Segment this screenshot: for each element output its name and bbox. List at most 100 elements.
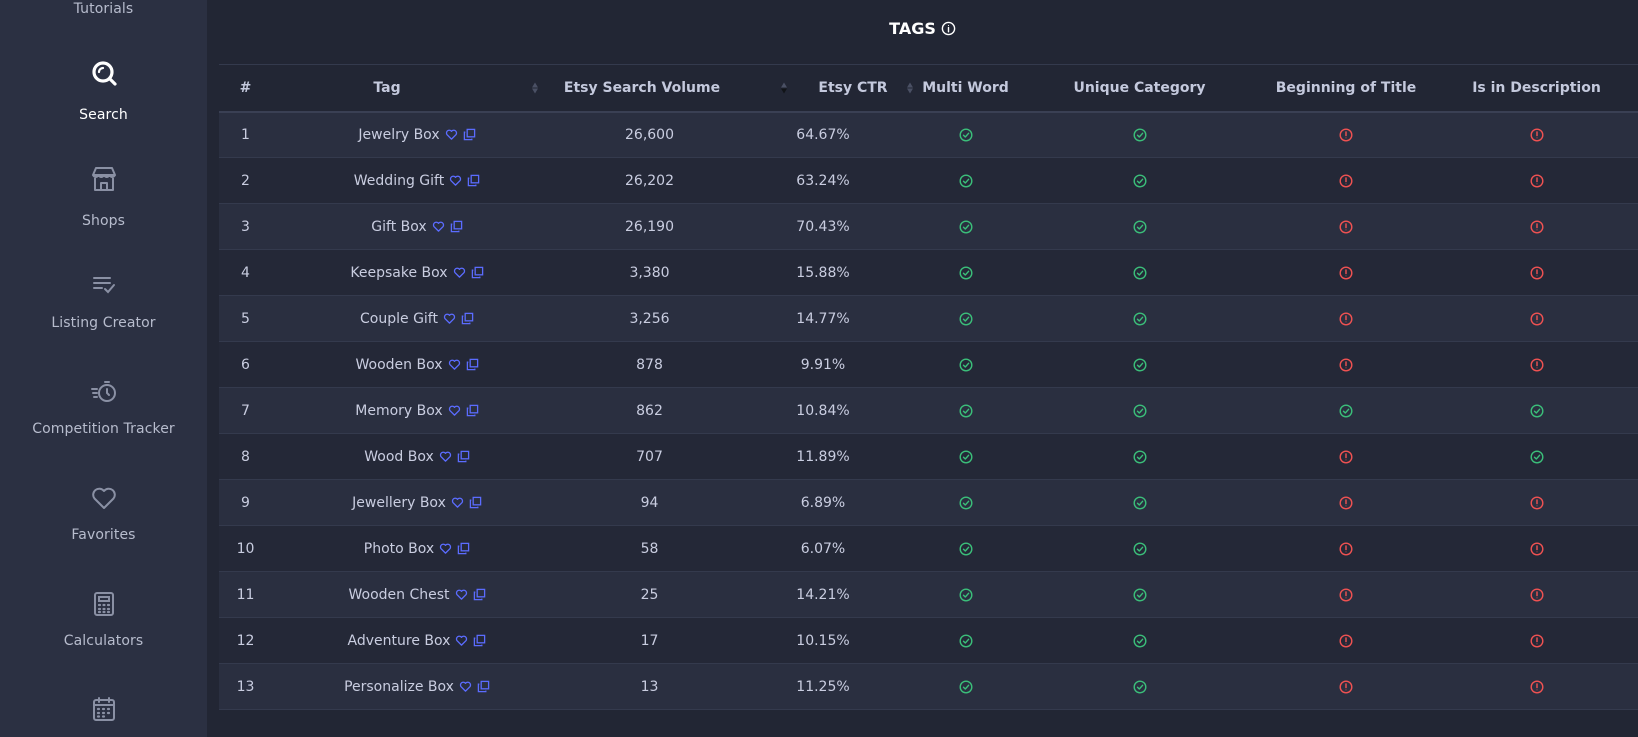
copy-icon[interactable]	[450, 220, 463, 233]
beginning-of-title-cell	[1257, 296, 1435, 342]
multi-word-cell	[909, 112, 1022, 158]
copy-icon[interactable]	[463, 128, 476, 141]
copy-icon[interactable]	[457, 542, 470, 555]
beginning-of-title-cell	[1257, 526, 1435, 572]
beginning-of-title-cell	[1257, 388, 1435, 434]
copy-icon[interactable]	[473, 588, 486, 601]
unique-category-cell	[1022, 480, 1257, 526]
sidebar-item-tutorials[interactable]: Tutorials	[73, 1, 134, 17]
favorite-heart-icon[interactable]	[451, 496, 464, 509]
sidebar-item-calendar[interactable]	[0, 694, 207, 724]
favorite-heart-icon[interactable]	[453, 266, 466, 279]
tag-name[interactable]: Jewelry Box	[358, 126, 440, 143]
copy-icon[interactable]	[473, 634, 486, 647]
tag-name[interactable]: Couple Gift	[360, 310, 438, 327]
multi-word-cell	[909, 480, 1022, 526]
row-index: 7	[241, 402, 250, 419]
tag-cell: Keepsake Box	[272, 250, 562, 296]
favorite-heart-icon[interactable]	[448, 404, 461, 417]
sidebar-item-favorites[interactable]	[0, 483, 207, 513]
copy-icon[interactable]	[467, 174, 480, 187]
in-description-cell	[1435, 112, 1638, 158]
sort-tag-icon[interactable]	[532, 82, 538, 94]
favorite-heart-icon[interactable]	[448, 358, 461, 371]
header-multi-word: Multi Word	[922, 79, 1009, 96]
favorite-heart-icon[interactable]	[439, 542, 452, 555]
sort-search-volume-icon[interactable]	[781, 82, 787, 94]
row-index: 11	[236, 586, 255, 603]
header-unique-category: Unique Category	[1073, 79, 1206, 96]
copy-icon[interactable]	[457, 450, 470, 463]
copy-icon[interactable]	[466, 404, 479, 417]
sidebar-item-shops[interactable]	[0, 164, 207, 194]
tag-name[interactable]: Wood Box	[364, 448, 434, 465]
check-circle-icon	[958, 265, 973, 281]
search-volume-cell: 3,380	[629, 264, 670, 281]
sort-ctr-icon[interactable]	[907, 82, 913, 94]
table-row: 2 Wedding Gift 26,202 63.24%	[219, 157, 1638, 204]
check-circle-icon	[958, 173, 973, 189]
table-row: 5 Couple Gift 3,256 14.77%	[219, 295, 1638, 342]
copy-icon[interactable]	[469, 496, 482, 509]
copy-icon[interactable]	[471, 266, 484, 279]
favorite-heart-icon[interactable]	[449, 174, 462, 187]
info-icon[interactable]	[941, 21, 956, 36]
tag-name[interactable]: Wooden Box	[355, 356, 443, 373]
tag-cell: Jewellery Box	[272, 480, 562, 526]
sidebar-item-calculators[interactable]	[0, 589, 207, 619]
beginning-of-title-cell	[1257, 158, 1435, 204]
alert-circle-icon	[1529, 265, 1544, 281]
ctr-cell: 11.25%	[796, 678, 850, 695]
sidebar-item-listing-creator[interactable]	[0, 271, 207, 301]
favorite-heart-icon[interactable]	[459, 680, 472, 693]
favorite-heart-icon[interactable]	[439, 450, 452, 463]
header-ctr[interactable]: Etsy CTR	[737, 65, 913, 112]
row-index: 5	[241, 310, 250, 327]
check-circle-icon	[1132, 633, 1147, 649]
copy-icon[interactable]	[477, 680, 490, 693]
favorite-heart-icon[interactable]	[432, 220, 445, 233]
tag-name[interactable]: Keepsake Box	[350, 264, 448, 281]
sidebar-item-label: Shops	[81, 213, 125, 229]
check-circle-icon	[1529, 449, 1544, 465]
favorite-heart-icon[interactable]	[445, 128, 458, 141]
favorite-heart-icon[interactable]	[455, 634, 468, 647]
ctr-cell: 10.15%	[796, 632, 850, 649]
row-index: 8	[241, 448, 250, 465]
tag-name[interactable]: Photo Box	[363, 540, 435, 557]
tag-name[interactable]: Adventure Box	[347, 632, 451, 649]
alert-circle-icon	[1529, 173, 1544, 189]
in-description-cell	[1435, 204, 1638, 250]
search-volume-cell: 13	[640, 678, 659, 695]
search-volume-cell: 17	[640, 632, 659, 649]
alert-circle-icon	[1339, 495, 1353, 511]
sidebar-item-label: Calculators	[63, 633, 144, 649]
header-tag[interactable]: Tag	[272, 65, 562, 112]
tag-name[interactable]: Wedding Gift	[353, 172, 445, 189]
alert-circle-icon	[1529, 357, 1544, 373]
tag-name[interactable]: Gift Box	[371, 218, 427, 235]
favorite-heart-icon[interactable]	[455, 588, 468, 601]
check-circle-icon	[958, 633, 973, 649]
header-search-volume[interactable]: Etsy Search Volume	[562, 65, 787, 112]
tag-name[interactable]: Personalize Box	[344, 678, 454, 695]
tag-name[interactable]: Memory Box	[355, 402, 443, 419]
alert-circle-icon	[1339, 587, 1353, 603]
table-row: 12 Adventure Box 17 10.15%	[219, 617, 1638, 664]
table-row: 7 Memory Box 862 10.84%	[219, 387, 1638, 434]
row-index: 12	[236, 632, 255, 649]
unique-category-cell	[1022, 526, 1257, 572]
multi-word-cell	[909, 618, 1022, 664]
tag-name[interactable]: Jewellery Box	[352, 494, 446, 511]
main-panel: TAGS # Tag	[207, 0, 1638, 737]
copy-icon[interactable]	[461, 312, 474, 325]
copy-icon[interactable]	[466, 358, 479, 371]
sidebar-item-competition-tracker[interactable]	[0, 377, 207, 407]
favorite-heart-icon[interactable]	[443, 312, 456, 325]
check-circle-icon	[1132, 679, 1147, 695]
tag-name[interactable]: Wooden Chest	[348, 586, 450, 603]
sidebar-item-search[interactable]	[0, 58, 207, 88]
multi-word-cell	[909, 204, 1022, 250]
table-row: 10 Photo Box 58 6.07%	[219, 525, 1638, 572]
search-volume-cell: 94	[640, 494, 659, 511]
